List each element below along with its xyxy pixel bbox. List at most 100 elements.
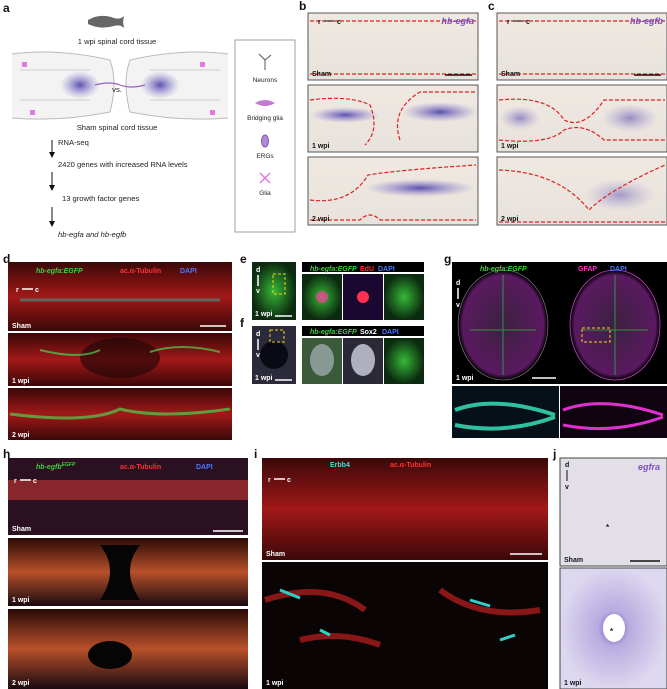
axis-label: r <box>14 478 17 485</box>
axis-label: r <box>507 19 510 26</box>
axis-label: d <box>456 280 460 287</box>
shape <box>30 110 35 115</box>
legend-box <box>234 39 296 233</box>
glia-icon <box>255 100 275 106</box>
panel-letter: g <box>444 252 451 266</box>
row-label: Sham <box>564 557 583 564</box>
axis-label: v <box>456 302 460 309</box>
fluorescence-images <box>8 262 232 440</box>
glia-icon <box>259 172 271 184</box>
shape <box>562 402 664 431</box>
shape <box>20 69 220 101</box>
row-label: Sham <box>12 526 31 533</box>
row-label: 1 wpi <box>312 143 330 150</box>
row-label: 1 wpi <box>12 378 30 385</box>
gene-label: egfra <box>638 462 660 472</box>
row-label: 1 wpi <box>564 680 582 687</box>
shape <box>200 62 205 67</box>
shape <box>80 338 160 378</box>
row-label: 1 wpi <box>456 375 474 382</box>
fluorescence-images <box>452 262 667 438</box>
shape <box>498 164 666 223</box>
panel-letter: h <box>3 447 10 461</box>
shape <box>603 614 625 642</box>
shape <box>559 457 667 567</box>
shape <box>498 98 665 142</box>
shape <box>272 273 286 295</box>
shape <box>8 262 232 331</box>
shape <box>310 107 380 123</box>
shape <box>262 458 548 560</box>
shape <box>88 641 132 669</box>
panel-letter: c <box>488 0 495 13</box>
fluorescence-images <box>252 262 424 320</box>
fluorescence-images <box>262 458 548 689</box>
stain-label: DAPI <box>378 266 395 273</box>
shape <box>402 102 478 122</box>
shape <box>210 110 215 115</box>
stain-label: hb-egfa:EGFP <box>310 329 357 336</box>
stain-label: Sox2 <box>360 329 377 336</box>
shape <box>470 275 648 375</box>
axis-label: c <box>33 478 37 485</box>
row-label: 2 wpi <box>12 680 30 687</box>
row-label: 1 wpi <box>255 375 273 382</box>
shape <box>602 104 658 132</box>
panel-letter: b <box>299 0 306 13</box>
caption: Sham spinal cord tissue <box>77 123 158 132</box>
legend-label: ERGs <box>256 153 274 160</box>
panel-letter: f <box>240 316 245 330</box>
axis-label: d <box>565 462 569 469</box>
shape <box>310 20 476 75</box>
axis-label: d <box>256 331 260 338</box>
flow-step: 2420 genes with increased RNA levels <box>58 160 188 169</box>
shape <box>500 106 540 130</box>
axis-label: c <box>35 287 39 294</box>
vs-label: vs. <box>112 85 122 94</box>
neuron-icon <box>258 53 272 70</box>
shape <box>499 20 665 75</box>
axis-label: c <box>526 19 530 26</box>
legend-label: Neurons <box>253 77 278 84</box>
fish-icon <box>88 15 124 28</box>
stain-label: DAPI <box>382 329 399 336</box>
panel-letter: i <box>254 447 257 461</box>
shape <box>384 274 424 320</box>
row-label: 1 wpi <box>12 597 30 604</box>
shape <box>302 262 424 272</box>
gene-label: hb-egfa <box>442 16 475 26</box>
axis-label: c <box>337 19 341 26</box>
shape <box>316 291 328 303</box>
ish-images <box>559 457 667 689</box>
stain-label: EdU <box>360 266 374 273</box>
panel-letter: j <box>552 447 556 461</box>
shape <box>585 179 655 211</box>
stain-label: ac.α-Tubulin <box>390 462 431 469</box>
shape <box>310 344 334 376</box>
lesion-marker: * <box>606 523 610 532</box>
stain-label: DAPI <box>610 266 627 273</box>
caption: 1 wpi spinal cord tissue <box>78 37 157 46</box>
legend-label: Glia <box>259 190 271 197</box>
shape <box>262 562 548 689</box>
stain-label: hb-egfb <box>36 464 62 471</box>
shape <box>94 82 146 88</box>
row-label: Sham <box>266 551 285 558</box>
ish-images <box>496 12 667 226</box>
legend-label: Bridging glia <box>247 115 283 122</box>
axis-label: r <box>318 19 321 26</box>
row-label: 1 wpi <box>501 143 519 150</box>
shape <box>39 346 221 356</box>
axis-label: v <box>256 288 260 295</box>
shape <box>357 291 369 303</box>
stain-label: ac.α-Tubulin <box>120 268 161 275</box>
flow-step: hb-egfa and hb-egfb <box>58 230 126 239</box>
panel-letter: d <box>3 252 10 266</box>
fluorescence-images <box>8 458 248 689</box>
flow-step: 13 growth factor genes <box>62 194 139 203</box>
stain-label: DAPI <box>180 268 197 275</box>
stain-label: hb-egfa:EGFP <box>310 266 357 273</box>
shape <box>454 401 556 431</box>
shape <box>302 326 424 336</box>
